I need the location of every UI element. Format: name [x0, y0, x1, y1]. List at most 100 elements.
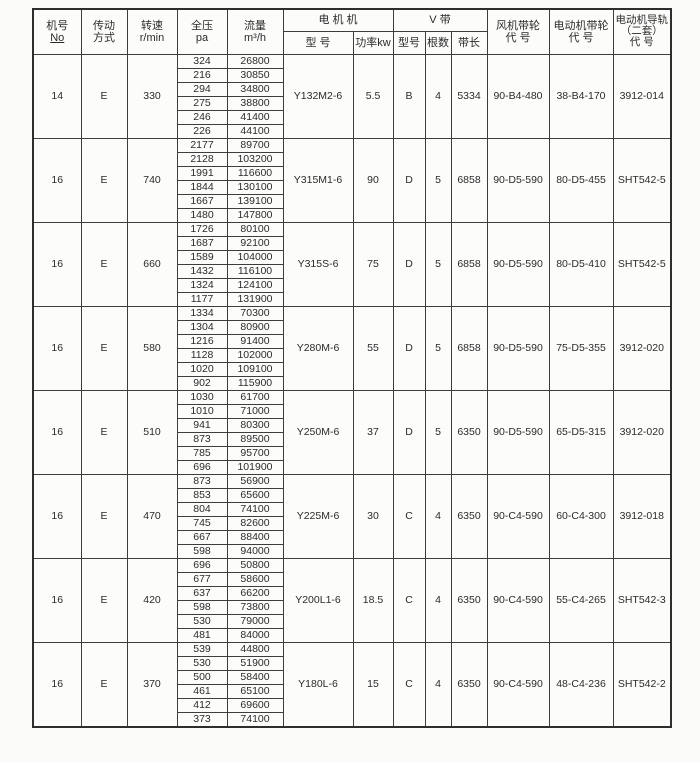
cell-flow: 82600	[226, 515, 284, 531]
spec-row: 481 84000	[33, 627, 671, 643]
cell-pressure: 294	[176, 81, 228, 97]
spec-row: 637 66200	[33, 585, 671, 601]
cell-flow: 34800	[226, 81, 284, 97]
cell-flow: 44800	[226, 641, 284, 657]
col-header-motor-pulley: 电动机带轮 代 号	[548, 8, 614, 55]
cell-fan-pulley-code: 90-D5-590	[486, 389, 550, 475]
cell-flow: 30850	[226, 67, 284, 83]
cell-machine-no: 16	[32, 557, 82, 643]
header-label: 转速	[141, 19, 163, 32]
col-header-drive-type: 传动 方式	[80, 8, 128, 55]
header-label: 代 号	[505, 31, 531, 44]
cell-motor-model: Y132M2-6	[282, 53, 354, 139]
cell-belt-count: 4	[424, 641, 452, 727]
cell-flow: 58400	[226, 669, 284, 685]
cell-pressure: 1010	[176, 403, 228, 419]
cell-flow: 58600	[226, 571, 284, 587]
cell-pressure: 539	[176, 641, 228, 657]
col-header-belt-length: 带长	[450, 30, 488, 55]
cell-flow: 88400	[226, 529, 284, 545]
cell-flow: 79000	[226, 613, 284, 629]
spec-row: 412 69600	[33, 697, 671, 713]
cell-motor-rail-code: SHT542-3	[612, 557, 672, 643]
spec-row: 1589 104000	[33, 249, 671, 265]
cell-flow: 69600	[226, 697, 284, 713]
cell-belt-count: 4	[424, 473, 452, 559]
header-label: 传动	[93, 19, 115, 32]
cell-machine-no: 16	[32, 473, 82, 559]
cell-pressure: 1991	[176, 165, 228, 181]
cell-pressure: 2128	[176, 151, 228, 167]
cell-flow: 51900	[226, 655, 284, 671]
cell-flow: 61700	[226, 389, 284, 405]
cell-motor-power: 15	[352, 641, 394, 727]
cell-belt-length: 6350	[450, 473, 488, 559]
col-header-motor-model: 型 号	[282, 30, 354, 55]
cell-motor-rail-code: SHT542-5	[612, 137, 672, 223]
col-header-fan-pulley: 风机带轮 代 号	[486, 8, 550, 55]
cell-flow: 102000	[226, 347, 284, 363]
cell-motor-rail-code: 3912-014	[612, 53, 672, 139]
spec-row: 745 82600	[33, 515, 671, 531]
cell-flow: 147800	[226, 207, 284, 223]
cell-pressure: 461	[176, 683, 228, 699]
cell-flow: 80100	[226, 221, 284, 237]
cell-pressure: 1334	[176, 305, 228, 321]
header-label: 电动机带轮	[553, 19, 609, 32]
cell-belt-length: 6858	[450, 305, 488, 391]
cell-flow: 115900	[226, 375, 284, 391]
cell-pressure: 1030	[176, 389, 228, 405]
cell-pressure: 1128	[176, 347, 228, 363]
cell-pressure: 1324	[176, 277, 228, 293]
cell-pressure: 598	[176, 543, 228, 559]
cell-pressure: 1304	[176, 319, 228, 335]
cell-belt-length: 5334	[450, 53, 488, 139]
cell-motor-power: 75	[352, 221, 394, 307]
cell-pressure: 804	[176, 501, 228, 517]
col-header-vbelt-group: V 带	[392, 8, 488, 32]
spec-row: 1128 102000	[33, 347, 671, 363]
cell-drive-type: E	[80, 221, 128, 307]
cell-drive-type: E	[80, 305, 128, 391]
spec-row: 294 34800	[33, 81, 671, 97]
cell-fan-pulley-code: 90-D5-590	[486, 221, 550, 307]
cell-drive-type: E	[80, 473, 128, 559]
col-header-belt-count: 根数	[424, 30, 452, 55]
cell-flow: 101900	[226, 459, 284, 475]
cell-flow: 130100	[226, 179, 284, 195]
spec-row: 1020 109100	[33, 361, 671, 377]
spec-row: 373 74100	[33, 711, 671, 727]
cell-drive-type: E	[80, 53, 128, 139]
spec-row: 1432 116100	[33, 263, 671, 279]
cell-machine-no: 16	[32, 641, 82, 727]
col-header-motor-group: 电 机 机	[282, 8, 394, 32]
cell-pressure: 1844	[176, 179, 228, 195]
spec-row: 16 E 510 1030 61700 Y250M-6 37 D 5 6350 90-D5-590 6…	[32, 389, 672, 475]
cell-pressure: 941	[176, 417, 228, 433]
cell-pressure: 1177	[176, 291, 228, 307]
cell-fan-pulley-code: 90-C4-590	[486, 641, 550, 727]
cell-pressure: 696	[176, 557, 228, 573]
cell-pressure: 745	[176, 515, 228, 531]
cell-motor-model: Y250M-6	[282, 389, 354, 475]
cell-pressure: 373	[176, 711, 228, 727]
cell-flow: 139100	[226, 193, 284, 209]
cell-drive-type: E	[80, 641, 128, 727]
cell-drive-type: E	[80, 137, 128, 223]
cell-belt-count: 5	[424, 221, 452, 307]
cell-belt-count: 5	[424, 137, 452, 223]
header-label: No	[50, 31, 65, 44]
header-label: m³/h	[244, 31, 266, 44]
cell-pressure: 2177	[176, 137, 228, 153]
cell-machine-no: 14	[32, 53, 82, 139]
cell-pressure: 1020	[176, 361, 228, 377]
cell-motor-rail-code: 3912-020	[612, 305, 672, 391]
cell-flow: 131900	[226, 291, 284, 307]
cell-pressure: 667	[176, 529, 228, 545]
header-label: 全压	[191, 19, 213, 32]
cell-pressure: 275	[176, 95, 228, 111]
cell-flow: 26800	[226, 53, 284, 69]
cell-flow: 70300	[226, 305, 284, 321]
cell-motor-pulley-code: 48-C4-236	[548, 641, 614, 727]
cell-motor-rail-code: SHT542-2	[612, 641, 672, 727]
